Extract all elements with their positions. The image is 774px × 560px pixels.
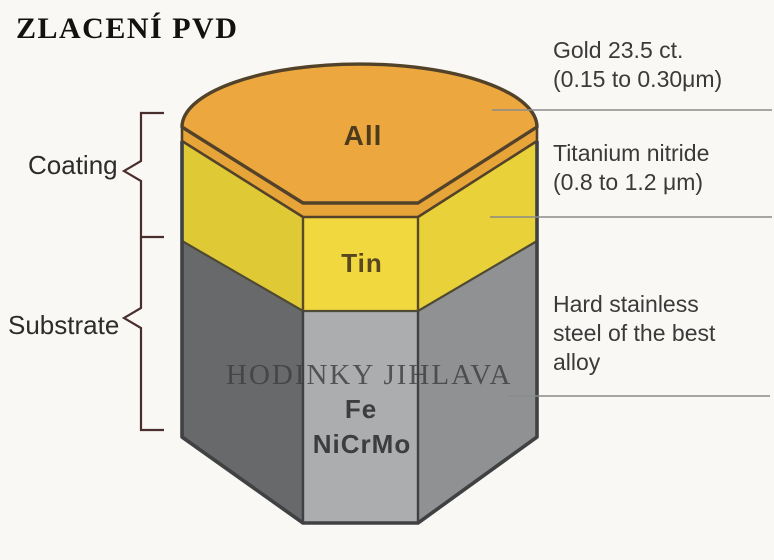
watermark-text: HODINKY JIHLAVA xyxy=(226,359,513,391)
steel-layer-label-line2: NiCrMo xyxy=(312,429,412,459)
tin-layer-label: Tin xyxy=(341,248,383,278)
tin-steel-boundary-line xyxy=(181,240,538,313)
steel-annotation-line2: steel of the best xyxy=(553,320,716,346)
cylinder-lower-outline xyxy=(180,141,539,525)
coating-label: Coating xyxy=(28,150,118,180)
gold-annotation-line1: Gold 23.5 ct. xyxy=(553,37,684,63)
coating-brace xyxy=(121,111,164,239)
steel-annotation-line3: alloy xyxy=(553,349,601,375)
steel-layer-right-facet xyxy=(418,241,537,523)
gold-annotation-line2: (0.15 to 0.30μm) xyxy=(553,66,723,92)
titanium-annotation-line2: (0.8 to 1.2 μm) xyxy=(553,169,704,195)
substrate-brace xyxy=(121,237,164,432)
tin-layer-right-facet xyxy=(418,140,537,311)
titanium-annotation: Titanium nitride (0.8 to 1.2 μm) xyxy=(553,139,709,197)
tin-layer-front-facet xyxy=(303,216,418,311)
page-title: ZLACENÍ PVD xyxy=(16,12,239,45)
steel-layer-front-facet xyxy=(303,311,418,523)
gold-layer-label: All xyxy=(343,120,383,151)
steel-layer-label-line1: Fe xyxy=(344,394,378,424)
steel-annotation: Hard stainless steel of the best alloy xyxy=(553,290,715,377)
substrate-label: Substrate xyxy=(8,310,120,340)
steel-layer-left-facet xyxy=(182,241,303,523)
steel-annotation-line1: Hard stainless xyxy=(553,291,699,317)
tin-layer-left-facet xyxy=(182,140,303,311)
titanium-annotation-line1: Titanium nitride xyxy=(553,140,710,166)
gold-top-surface xyxy=(180,62,539,205)
gold-annotation: Gold 23.5 ct. (0.15 to 0.30μm) xyxy=(553,36,722,94)
